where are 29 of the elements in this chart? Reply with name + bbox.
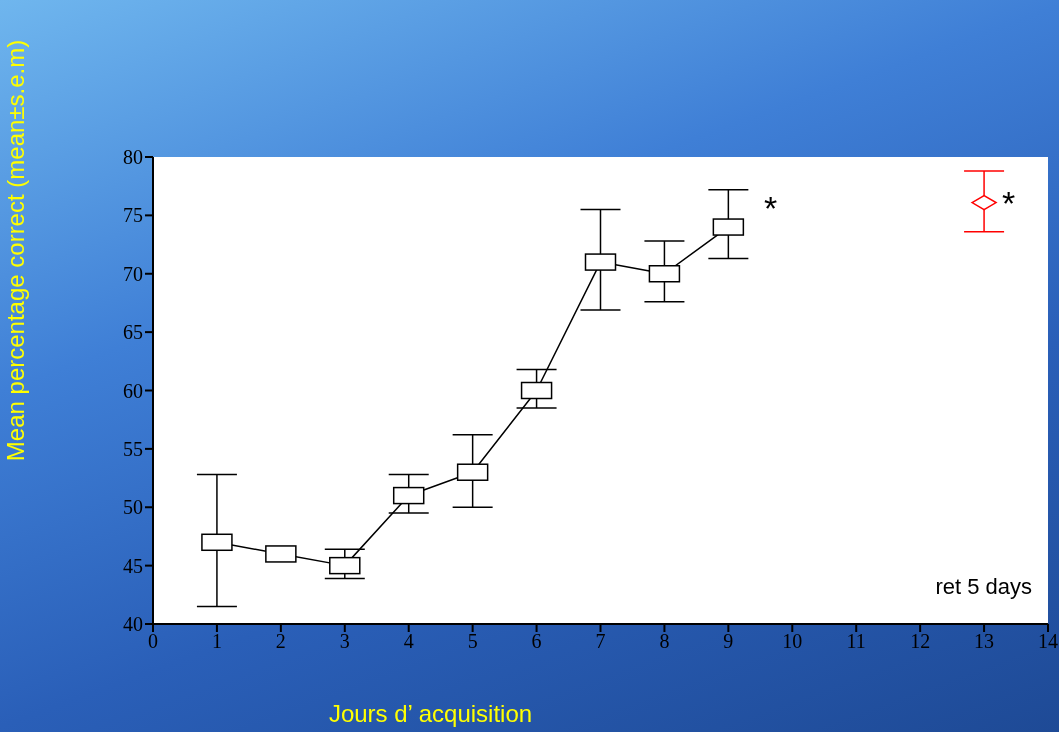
x-tick-label: 14: [1038, 630, 1058, 653]
x-tick-label: 3: [339, 630, 350, 653]
y-tick-label: 70: [123, 262, 143, 285]
x-tick-label: 11: [846, 630, 866, 653]
y-tick-label: 60: [123, 379, 143, 402]
y-axis-title: Mean percentage correct (mean±s.e.m): [1, 39, 29, 462]
x-tick-label: 12: [910, 630, 931, 653]
x-tick-label: 8: [659, 630, 670, 653]
x-tick-label: 5: [467, 630, 478, 653]
y-tick-label: 80: [123, 146, 143, 169]
x-tick-label: 9: [723, 630, 734, 653]
y-tick-label: 65: [123, 321, 143, 344]
y-tick-label: 50: [123, 496, 143, 519]
annotation: *: [764, 188, 778, 229]
y-tick-label: 55: [123, 437, 143, 460]
annotation: *: [1002, 183, 1016, 224]
x-tick-label: 1: [211, 630, 222, 653]
x-tick-label: 6: [531, 630, 542, 653]
y-tick-label: 40: [123, 613, 143, 636]
x-tick-label: 2: [275, 630, 286, 653]
x-tick-label: 10: [782, 630, 803, 653]
x-tick-label: 4: [403, 630, 414, 653]
y-tick-label: 45: [123, 554, 143, 577]
x-tick-label: 0: [148, 630, 158, 653]
x-axis-title: Jours d’ acquisition: [328, 700, 533, 727]
y-tick-label: 75: [123, 204, 143, 227]
x-tick-label: 7: [595, 630, 606, 653]
x-tick-label: 13: [974, 630, 995, 653]
annotation: ret 5 days: [935, 574, 1032, 601]
